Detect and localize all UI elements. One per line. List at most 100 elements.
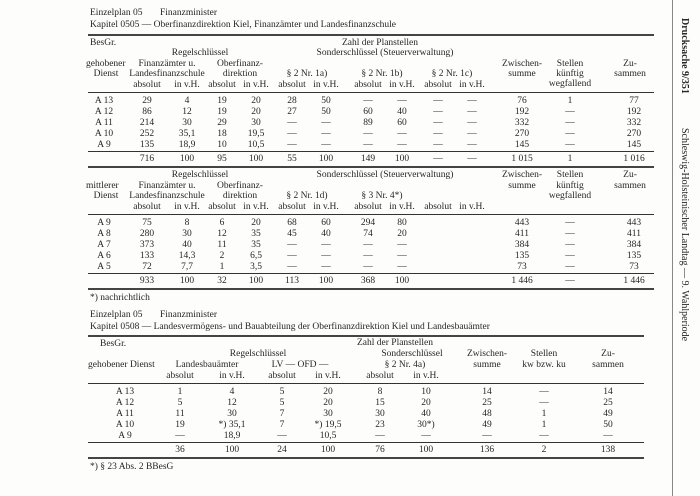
table-cell: —: [287, 240, 297, 250]
table-cell: 6: [219, 218, 225, 228]
table-cell: 7: [279, 420, 285, 430]
table-cell: —: [467, 140, 477, 150]
row-besgr: A 8: [97, 229, 111, 239]
table-cell: *) 19,5: [314, 420, 342, 430]
table-cell: 30*): [417, 420, 435, 430]
header-stellen3: wegfallend: [548, 79, 592, 89]
row-besgr: A 11: [95, 118, 113, 128]
total-cell: 1: [567, 154, 573, 164]
row-besgr: A 9: [97, 218, 111, 228]
total-cell: 1 015: [511, 154, 533, 164]
total-cell: —: [565, 276, 575, 286]
table-cell: 19: [175, 420, 185, 430]
einzelplan-label: Einzelplan 05: [90, 310, 143, 320]
table-cell: 8: [377, 387, 383, 397]
subheader-percent: in v.H.: [219, 371, 245, 381]
subheader-percent: in v.H.: [174, 80, 200, 90]
table-cell: —: [363, 96, 373, 106]
header-p1a: § 2 Nr. 1a): [286, 69, 328, 79]
header-stellen2: kw bzw. ku: [522, 360, 566, 370]
table-cell: 40: [182, 240, 192, 250]
header-dienst: gehobener: [86, 59, 126, 69]
table-cell: 40: [421, 409, 431, 419]
einzelplan-label: Einzelplan 05: [90, 8, 143, 18]
table-cell: *) 35,1: [218, 420, 246, 430]
kapitel-title: Kapitel 0505 — Oberfinanzdirektion Kiel,…: [90, 20, 397, 30]
table-cell: —: [467, 118, 477, 128]
row-besgr: A 10: [94, 129, 114, 139]
table-cell: —: [397, 129, 407, 139]
table-cell: 135: [139, 140, 155, 150]
table-cell: 49: [603, 409, 613, 419]
table-cell: —: [565, 140, 575, 150]
table-cell: —: [397, 140, 407, 150]
header-stellen: Stellen: [530, 349, 558, 359]
total-cell: 100: [394, 276, 410, 286]
table-cell: 20: [323, 387, 333, 397]
table-cell: 5: [279, 387, 285, 397]
table-cell: 7,7: [181, 262, 193, 272]
table-cell: —: [539, 398, 549, 408]
table-cell: 20: [323, 398, 333, 408]
table-cell: —: [287, 140, 297, 150]
table-cell: —: [287, 129, 297, 139]
table-cell: 19: [217, 107, 227, 117]
total-cell: 113: [285, 276, 299, 286]
table-cell: —: [539, 431, 549, 441]
table-cell: 30: [375, 409, 385, 419]
header-stellen: Stellen: [556, 59, 584, 69]
table-cell: —: [565, 262, 575, 272]
header-zahl: Zahl der Planstellen: [357, 338, 433, 348]
table-cell: 12: [217, 229, 227, 239]
row-besgr: A 10: [115, 420, 135, 430]
table-cell: —: [539, 387, 549, 397]
table-cell: 27: [287, 107, 297, 117]
table-cell: 89: [363, 118, 373, 128]
table-cell: —: [287, 262, 297, 272]
table-cell: —: [397, 251, 407, 261]
table-cell: —: [565, 218, 575, 228]
table-cell: 20: [251, 107, 261, 117]
header-besgr: BesGr.: [90, 38, 117, 48]
table-cell: 332: [626, 118, 642, 128]
header-regel: Regelschlüssel: [229, 349, 287, 359]
table-cell: 12: [182, 107, 192, 117]
table-cell: 50: [321, 96, 331, 106]
total-cell: 100: [248, 154, 264, 164]
table-cell: 10: [421, 387, 431, 397]
header-zusammen2: sammen: [592, 360, 624, 370]
table-cell: 145: [626, 140, 642, 150]
table-cell: 133: [139, 251, 155, 261]
header-besgr: BesGr.: [100, 339, 127, 349]
subheader-percent: in v.H.: [174, 202, 200, 212]
table-cell: 18,9: [223, 431, 241, 441]
header-zusammen: Zu-: [623, 59, 637, 69]
total-cell: 100: [179, 276, 195, 286]
table-cell: —: [482, 431, 492, 441]
table-cell: 30: [251, 118, 261, 128]
total-cell: 36: [175, 445, 185, 455]
header-zwischensumme2: summe: [508, 181, 536, 191]
subheader-absolute: absolut: [366, 371, 394, 381]
table-cell: 443: [626, 218, 642, 228]
total-cell: 100: [318, 154, 334, 164]
subheader-absolute: absolut: [133, 80, 161, 90]
header-ofd: Oberfinanz-: [217, 59, 263, 69]
table-cell: 25: [603, 398, 613, 408]
table-cell: —: [287, 251, 297, 261]
total-cell: 95: [217, 154, 227, 164]
table-cell: —: [467, 129, 477, 139]
row-besgr: A 11: [116, 409, 134, 419]
header-sonder: Sonderschlüssel (Steuerverwaltung): [316, 170, 454, 180]
table-cell: —: [467, 107, 477, 117]
table-cell: 14: [603, 387, 613, 397]
header-stellen2: künftig: [556, 69, 584, 79]
table-cell: —: [433, 129, 443, 139]
table-cell: 5: [177, 398, 183, 408]
subheader-absolute: absolut: [208, 202, 236, 212]
total-cell: 55: [287, 154, 297, 164]
table-cell: —: [603, 431, 613, 441]
table-cell: 1: [567, 96, 573, 106]
table-cell: 15: [375, 398, 385, 408]
subheader-percent: in v.H.: [313, 202, 339, 212]
